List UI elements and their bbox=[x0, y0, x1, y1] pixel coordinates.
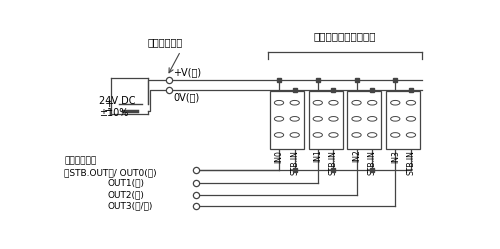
Bar bbox=[348, 91, 382, 149]
Text: +V(茶): +V(茶) bbox=[173, 67, 201, 77]
Text: STB.IN: STB.IN bbox=[368, 150, 376, 175]
Text: IN0: IN0 bbox=[274, 150, 283, 163]
Circle shape bbox=[290, 133, 300, 137]
Circle shape bbox=[329, 133, 338, 137]
Circle shape bbox=[274, 117, 283, 121]
Text: STB.IN: STB.IN bbox=[290, 150, 299, 175]
Text: STB.IN: STB.IN bbox=[406, 150, 416, 175]
Text: 0V(青): 0V(青) bbox=[173, 92, 199, 102]
Circle shape bbox=[352, 117, 361, 121]
Circle shape bbox=[368, 133, 377, 137]
Circle shape bbox=[352, 100, 361, 105]
Text: IN3: IN3 bbox=[391, 150, 400, 163]
Circle shape bbox=[274, 100, 283, 105]
Circle shape bbox=[290, 100, 300, 105]
Text: IN2: IN2 bbox=[352, 150, 361, 162]
Circle shape bbox=[368, 100, 377, 105]
Bar bbox=[386, 91, 420, 149]
Circle shape bbox=[390, 100, 400, 105]
Text: リード線の色: リード線の色 bbox=[148, 37, 183, 47]
Circle shape bbox=[329, 100, 338, 105]
Circle shape bbox=[352, 133, 361, 137]
Text: OUT2(灰): OUT2(灰) bbox=[107, 190, 144, 199]
Text: −: − bbox=[104, 106, 114, 116]
Circle shape bbox=[313, 100, 322, 105]
Circle shape bbox=[368, 117, 377, 121]
Circle shape bbox=[290, 117, 300, 121]
Text: OUT1(白): OUT1(白) bbox=[107, 179, 144, 188]
Circle shape bbox=[406, 133, 416, 137]
Circle shape bbox=[274, 133, 283, 137]
Text: STB.IN: STB.IN bbox=[329, 150, 338, 175]
Text: 24V DC
±10%: 24V DC ±10% bbox=[100, 96, 136, 118]
Circle shape bbox=[313, 133, 322, 137]
Circle shape bbox=[390, 133, 400, 137]
Text: プラグインコネクタ部: プラグインコネクタ部 bbox=[314, 32, 376, 42]
Bar bbox=[270, 91, 304, 149]
Circle shape bbox=[406, 117, 416, 121]
Text: OUT3(黒/白): OUT3(黒/白) bbox=[107, 202, 152, 211]
Text: IN1: IN1 bbox=[314, 150, 322, 162]
Circle shape bbox=[390, 117, 400, 121]
Bar bbox=[308, 91, 342, 149]
Circle shape bbox=[329, 117, 338, 121]
Text: 自己診断出力: 自己診断出力 bbox=[64, 157, 96, 166]
Circle shape bbox=[406, 100, 416, 105]
Circle shape bbox=[313, 117, 322, 121]
Text: （STB.OUT）/ OUT0(黒): （STB.OUT）/ OUT0(黒) bbox=[64, 168, 157, 177]
Text: +: + bbox=[104, 99, 114, 109]
